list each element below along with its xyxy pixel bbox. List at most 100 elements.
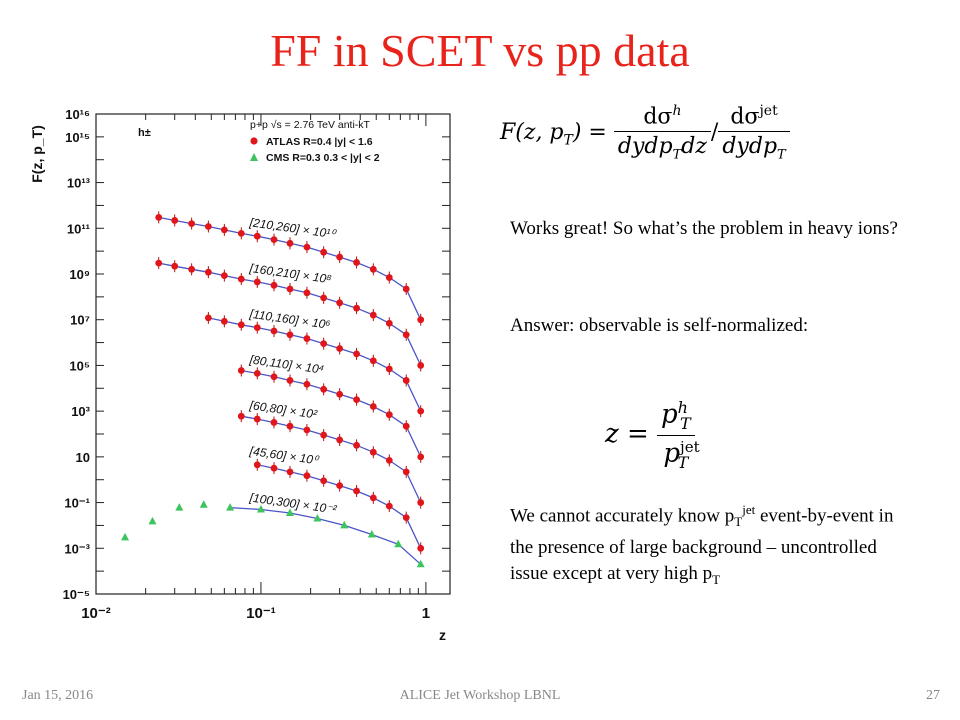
ff-chart: 10⁻⁵ 10⁻³ 10⁻¹ 10 10³ 10⁵ 10⁷ 10⁹ 10¹¹ 10¹³ 10¹⁵ 10… [18,100,458,655]
y-tick-label: 10¹⁶ [65,107,90,122]
cms-data-point [121,532,130,541]
y-tick-label: 10¹¹ [67,221,90,236]
y-tick-label: 10¹⁵ [65,130,90,145]
atlas-data-point [417,453,425,461]
atlas-data-point [286,285,294,293]
cms-data-point [199,500,208,508]
background-issue-text: We cannot accurately know pTjet event-by… [510,502,894,587]
slide-title: FF in SCET vs pp data [270,25,690,76]
atlas-data-point [270,327,278,335]
atlas-data-point [402,422,410,430]
fraction-jet: dσjet dydpT [718,103,790,163]
y-tick-label: 10⁵ [69,358,90,373]
atlas-data-point [220,317,228,325]
atlas-data-point [286,468,294,476]
atlas-data-point [270,419,278,426]
formula-ff-definition: F(z, pT) = dσh dydpTdz / dσjet dydpT [500,103,790,163]
atlas-data-point [417,499,425,506]
x-axis-label: z [439,627,446,643]
atlas-data-point [220,226,228,234]
legend-header: p+p √s = 2.76 TeV anti-kT [250,119,371,131]
atlas-data-point [188,265,196,273]
atlas-data-point [286,422,294,430]
atlas-data-point [369,311,377,319]
atlas-data-point [286,331,294,339]
atlas-data-point [320,248,328,256]
atlas-data-point [353,396,360,403]
atlas-data-point [385,365,393,373]
cms-data-point [416,559,425,568]
atlas-data-point [402,331,410,339]
atlas-data-point [220,272,228,280]
cms-data-point [148,516,157,525]
y-tick-label: 10⁹ [69,267,90,282]
atlas-data-point [417,544,425,552]
footer-date: Jan 15, 2016 [22,688,94,703]
atlas-data-point [253,369,261,377]
atlas-data-point [171,217,179,224]
atlas-data-point [253,415,261,423]
atlas-data-point [303,243,311,251]
atlas-data-point [303,426,311,434]
y-tick-label: 10¹³ [67,176,91,191]
atlas-data-point [237,275,245,283]
atlas-data-point [253,324,261,332]
atlas-data-point [385,456,393,464]
hadron-label: h± [138,127,151,139]
atlas-data-point [369,403,377,410]
atlas-data-point [303,472,311,480]
atlas-data-point [353,259,360,266]
atlas-data-point [204,223,212,230]
y-tick-label: 10⁻¹ [64,496,90,511]
works-great-text: Works great! So what’s the problem in he… [510,218,898,239]
cms-data-point [367,530,376,538]
footer-page-number: 27 [926,688,940,703]
atlas-data-point [171,262,179,270]
atlas-data-point [369,494,377,502]
cms-data-point [256,504,265,513]
atlas-data-point [402,514,410,522]
legend-marker-atlas [250,137,258,145]
answer-text: Answer: observable is self-normalized: [510,315,809,336]
atlas-data-point [303,335,311,342]
cms-data-point [175,503,184,511]
legend-entry-label: ATLAS R=0.4 |y| < 1.6 [266,136,373,148]
fraction-hadron: dσh dydpTdz [613,103,711,163]
atlas-data-point [237,367,245,374]
atlas-data-point [320,340,328,348]
atlas-data-point [369,448,377,456]
atlas-data-point [402,468,410,476]
atlas-data-point [336,390,344,398]
x-tick-label: 10⁻¹ [246,605,276,622]
cms-data-point [340,520,349,529]
atlas-data-point [353,487,360,495]
formula-z-definition: z = phT pjetT [605,398,700,472]
atlas-data-point [320,431,328,439]
atlas-data-point [385,274,393,281]
footer-event: ALICE Jet Workshop LBNL [399,688,561,703]
atlas-data-point [270,373,278,381]
atlas-data-point [270,236,278,243]
atlas-data-point [385,319,393,327]
y-tick-label: 10 [76,450,90,465]
x-tick-label: 10⁻² [81,605,111,622]
legend-entry-label: CMS R=0.3 0.3 < |y| < 2 [266,152,380,164]
atlas-data-point [336,299,344,307]
atlas-data-point [369,357,377,365]
atlas-data-point [204,268,212,276]
plot-frame [95,113,451,595]
atlas-data-point [385,411,393,419]
atlas-data-point [286,239,294,247]
atlas-data-point [417,362,425,369]
atlas-data-point [155,259,163,267]
atlas-data-point [336,436,344,444]
cms-data-point [313,514,322,522]
atlas-data-point [155,213,163,221]
atlas-data-point [237,321,245,329]
atlas-data-point [237,412,245,420]
y-tick-label: 10⁻⁵ [63,587,90,602]
x-tick-label: 1 [422,605,430,622]
atlas-data-point [402,285,410,293]
atlas-data-point [336,345,344,352]
atlas-data-point [320,294,328,302]
